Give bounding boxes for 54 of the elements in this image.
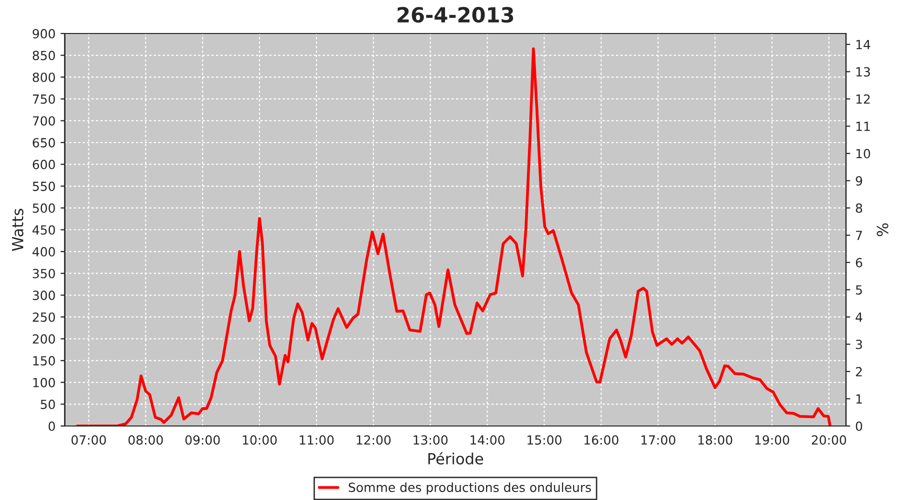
y-tick-label: 50 [40, 400, 55, 410]
y2-tick-label: 5 [856, 285, 862, 295]
x-tick-label: 08:00 [128, 435, 163, 445]
x-tick-label: 17:00 [641, 435, 676, 445]
y-tick-label: 550 [32, 182, 55, 192]
y-tick-label: 250 [32, 312, 55, 322]
y-tick-label: 800 [32, 72, 55, 82]
x-tick-label: 09:00 [185, 435, 220, 445]
y-tick-label: 500 [32, 203, 55, 213]
x-tick-label: 13:00 [414, 435, 448, 445]
x-tick-label: 14:00 [470, 435, 504, 445]
x-tick-label: 16:00 [584, 435, 618, 445]
y-tick-label: 750 [32, 94, 55, 104]
y-tick-label: 300 [32, 290, 55, 300]
y2-tick-label: 1 [856, 394, 862, 404]
y2-tick-label: 0 [856, 421, 862, 431]
y-tick-label: 100 [33, 378, 55, 388]
y2-tick-label: 9 [856, 176, 862, 186]
x-tick-label: 11:00 [300, 435, 334, 445]
y-tick-label: 350 [32, 268, 55, 278]
x-tick-label: 15:00 [528, 435, 562, 445]
y2-tick-label: 2 [856, 366, 862, 376]
y2-tick-label: 13 [856, 67, 870, 77]
y-tick-label: 450 [32, 225, 55, 235]
y-tick-label: 0 [48, 421, 55, 431]
y2-tick-label: 6 [856, 258, 862, 268]
y-tick-label: 200 [32, 334, 55, 344]
x-tick-label: 20:00 [812, 435, 846, 445]
x-tick-label: 07:00 [72, 435, 106, 445]
y2-tick-label: 11 [856, 122, 870, 131]
y-tick-label: 700 [32, 116, 55, 126]
y-tick-label: 650 [32, 138, 55, 148]
y-tick-label: 150 [33, 356, 55, 366]
y-tick-label: 400 [32, 247, 55, 256]
y2-axis-title: % [876, 223, 888, 236]
x-tick-label: 10:00 [242, 435, 277, 445]
y2-tick-label: 3 [856, 340, 862, 350]
y-axis-title: Watts [12, 208, 24, 251]
y2-tick-label: 8 [856, 203, 862, 213]
y-tick-label: 900 [32, 28, 55, 38]
legend-label: Somme des productions des onduleurs [348, 482, 591, 494]
y2-tick-label: 10 [856, 148, 870, 158]
x-axis-title: Période [428, 452, 484, 465]
y2-tick-label: 4 [856, 312, 862, 322]
y2-tick-label: 7 [856, 230, 862, 240]
x-tick-label: 18:00 [698, 435, 732, 445]
line-series [76, 47, 832, 426]
x-tick-label: 19:00 [755, 435, 790, 445]
y-tick-label: 600 [32, 160, 55, 170]
y-tick-label: 850 [32, 50, 55, 60]
chart-title: 26-4-2013 [398, 6, 514, 23]
x-tick-label: 12:00 [356, 435, 391, 445]
y2-tick-label: 14 [856, 40, 870, 50]
y2-tick-label: 12 [856, 94, 870, 104]
